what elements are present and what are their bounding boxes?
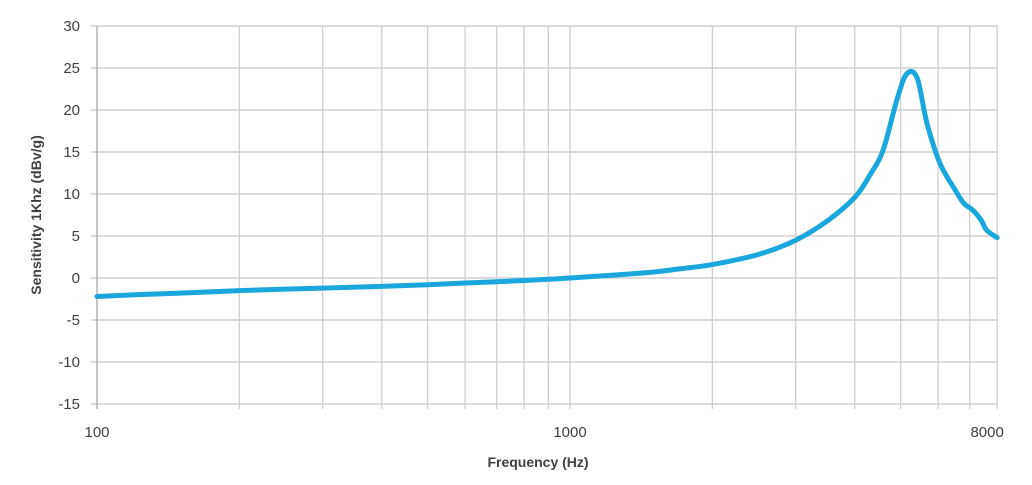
y-tick-labels: 30 25 20 15 10 5 0 -5 -10 -15 [58,18,80,413]
y-axis-label: Sensitivity 1Khz (dBv/g) [28,135,44,294]
x-tick-label: 1000 [553,424,586,441]
y-tick-label: 10 [63,186,80,203]
y-tick-label: -10 [58,354,80,371]
series [94,68,1000,299]
y-tick-label: 15 [63,144,80,161]
y-tick-label: 0 [72,270,80,287]
x-tick-labels: 100 1000 8000 [84,424,1003,441]
y-tick-label: -15 [58,396,80,413]
y-tick-label: 20 [63,102,80,119]
y-tick-label: 30 [63,18,80,35]
y-tick-label: 5 [72,228,80,245]
x-axis-label: Frequency (Hz) [487,454,588,470]
sensitivity-line [94,68,1000,299]
grid [91,25,998,409]
x-tick-label: 8000 [970,424,1003,441]
y-tick-label: 25 [63,60,80,77]
y-tick-label: -5 [67,312,80,329]
x-tick-label: 100 [84,424,109,441]
